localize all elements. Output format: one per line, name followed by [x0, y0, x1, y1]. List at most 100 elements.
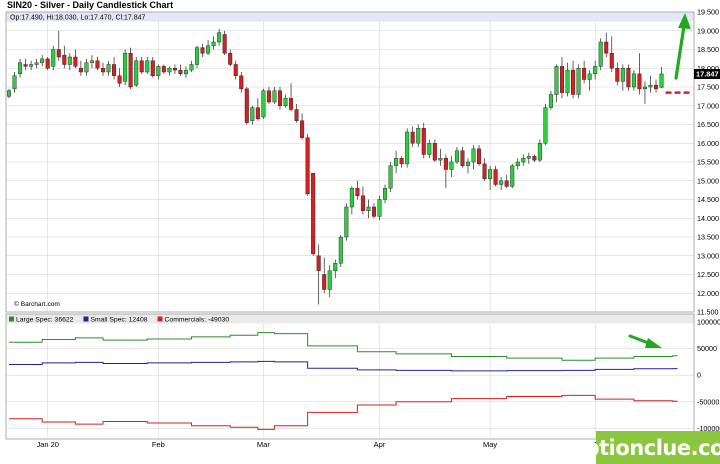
candle-body	[637, 73, 642, 90]
candle-body	[344, 206, 349, 238]
candle-body	[228, 53, 233, 65]
candle-body	[45, 58, 50, 69]
candle-body	[172, 68, 177, 71]
candle-body	[178, 69, 183, 75]
candle-body	[73, 56, 78, 67]
price-tick-label: 12.500	[697, 270, 719, 279]
candle-body	[377, 199, 382, 217]
candle-body	[443, 158, 448, 170]
candle-body	[521, 158, 526, 163]
candle-body	[12, 75, 17, 90]
cot-legend: Large Spec: 36622 Small Spec: 12408 Commer…	[6, 314, 694, 324]
candles	[6, 28, 690, 305]
candle-body	[233, 64, 238, 76]
cot-legend-band	[6, 314, 694, 324]
down-arrow-annotation	[628, 334, 662, 348]
candle-body	[598, 41, 603, 67]
candle-body	[460, 150, 465, 166]
candle-body	[277, 90, 282, 106]
candle-body	[189, 64, 194, 71]
candle-body	[482, 163, 487, 180]
candle-body	[604, 41, 609, 54]
candle-body	[504, 180, 509, 187]
candle-body	[6, 90, 11, 97]
price-tick-label: 11.500	[697, 308, 718, 317]
candle-body	[338, 236, 343, 264]
cot-series-line	[9, 332, 678, 361]
cot-tick-label: -50000	[697, 397, 719, 406]
candle-body	[78, 68, 83, 73]
candle-body	[642, 86, 647, 90]
candle-body	[615, 68, 620, 82]
candle-body	[67, 56, 72, 65]
price-tick-label: 17.000	[697, 101, 719, 110]
candle-body	[145, 60, 150, 73]
cot-panel-frame	[5, 313, 695, 440]
price-tick-label: 15.000	[697, 176, 719, 185]
price-tick-label: 12.000	[697, 289, 719, 298]
credit-label: © Barchart.com	[14, 300, 60, 308]
candle-body	[211, 41, 216, 46]
chart-title: SIN20 - Silver - Daily Candlestick Chart	[7, 0, 173, 10]
candle-body	[266, 90, 271, 103]
price-tick-label: 13.500	[697, 233, 719, 242]
candle-body	[515, 161, 520, 166]
candle-body	[261, 90, 266, 118]
candle-body	[106, 64, 111, 73]
price-panel-info-band	[6, 12, 694, 22]
candle-body	[421, 128, 426, 155]
cot-lines	[9, 332, 678, 430]
candle-body	[40, 58, 45, 63]
cot-series-line	[9, 394, 678, 430]
x-tick-label: J	[593, 440, 597, 449]
candle-body	[84, 62, 89, 73]
candle-body	[449, 161, 454, 170]
candle-body	[333, 263, 338, 271]
candle-body	[300, 120, 305, 138]
candle-body	[23, 64, 28, 67]
last-price-label-box	[694, 68, 720, 79]
candle-body	[410, 131, 415, 144]
price-axis: 11.500 12.000 12.500 13.000 13.500 14.000 14.5…	[694, 8, 720, 317]
candle-body	[366, 206, 371, 211]
candle-body	[139, 60, 144, 73]
candle-body	[62, 54, 67, 65]
candle-body	[183, 69, 188, 75]
price-tick-label: 13.000	[697, 251, 719, 260]
cot-panel: 100000 50000 0 -50000 -100000 Large Spec: 36…	[5, 313, 720, 440]
candle-body	[593, 66, 598, 75]
legend-label: Small Spec: 12408	[90, 317, 147, 324]
candle-body	[537, 143, 542, 161]
candle-body	[311, 173, 316, 255]
candle-body	[150, 60, 155, 76]
cot-tick-label: 100000	[697, 317, 720, 326]
price-tick-label: 19.500	[697, 8, 719, 17]
candle-body	[112, 64, 117, 76]
candle-body	[582, 68, 587, 80]
candle-body	[465, 161, 470, 166]
candle-body	[659, 73, 664, 88]
candle-body	[56, 49, 61, 58]
candle-body	[128, 53, 133, 88]
candle-body	[167, 68, 172, 73]
price-tick-label: 18.000	[697, 64, 719, 73]
candle-body	[587, 73, 592, 80]
cot-tick-label: -100000	[697, 424, 720, 433]
candle-body	[294, 109, 299, 121]
candle-body	[101, 68, 106, 73]
ohlc-info: Op:17.490, Hi:18.030, Lo:17.470, Cl:17.8…	[10, 15, 146, 22]
candle-body	[18, 62, 23, 75]
candle-body	[543, 107, 548, 144]
candle-body	[327, 270, 332, 290]
candle-body	[576, 68, 581, 95]
price-tick-label: 14.000	[697, 214, 719, 223]
cot-axis: 100000 50000 0 -50000 -100000	[697, 317, 720, 432]
x-tick-label: Mar	[257, 440, 270, 449]
price-panel: Op:17.490, Hi:18.030, Lo:17.470, Cl:17.8…	[5, 8, 720, 317]
candle-body	[156, 66, 161, 76]
candle-body	[488, 169, 493, 180]
candle-body	[383, 188, 388, 200]
candle-body	[432, 143, 437, 161]
candle-body	[200, 47, 205, 54]
